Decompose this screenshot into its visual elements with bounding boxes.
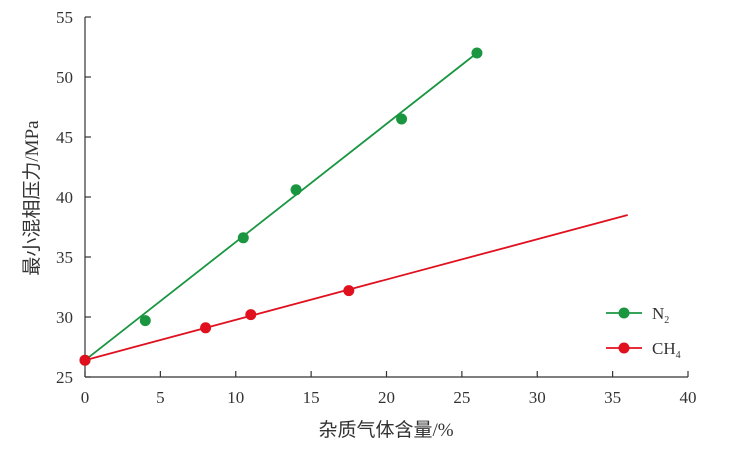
x-tick-label: 40	[680, 388, 697, 407]
y-tick-label: 50	[56, 68, 73, 87]
fit-line	[84, 52, 478, 361]
data-point	[290, 184, 302, 196]
x-tick-label: 0	[81, 388, 90, 407]
x-tick-label: 5	[156, 388, 165, 407]
x-tick-label: 25	[453, 388, 470, 407]
data-point	[396, 113, 408, 125]
y-tick-label: 45	[56, 128, 73, 147]
legend-marker	[618, 307, 630, 319]
data-point	[200, 322, 212, 334]
y-tick-label: 40	[56, 188, 73, 207]
legend-label: CH4	[652, 339, 681, 361]
x-tick-label: 20	[378, 388, 395, 407]
data-point	[245, 309, 257, 321]
data-point	[237, 232, 249, 244]
data-point	[79, 354, 91, 366]
y-tick-label: 30	[56, 308, 73, 327]
x-tick-label: 15	[303, 388, 320, 407]
data-point	[139, 315, 151, 327]
legend-label: N2	[652, 304, 669, 326]
legend-marker	[618, 342, 630, 354]
legend: N2 CH4	[606, 304, 681, 361]
x-tick-label: 30	[529, 388, 546, 407]
axes: 0 5 10 15 20 25 30 35 40 25 30 35 40 45 50 55	[56, 8, 697, 407]
y-tick-label: 35	[56, 248, 73, 267]
legend-item: CH4	[606, 339, 681, 361]
data-point	[471, 47, 483, 59]
x-tick-label: 10	[227, 388, 244, 407]
series-ch	[79, 214, 628, 366]
y-axis-title: 最小混相压力/MPa	[21, 120, 43, 276]
legend-item: N2	[606, 304, 669, 326]
fit-line	[84, 214, 628, 362]
series-layer	[79, 47, 628, 366]
series-n	[79, 47, 483, 366]
x-tick-label: 35	[604, 388, 621, 407]
x-axis-title: 杂质气体含量/%	[318, 419, 453, 441]
data-point	[343, 285, 355, 297]
y-tick-label: 55	[56, 8, 73, 27]
y-tick-label: 25	[56, 368, 73, 387]
